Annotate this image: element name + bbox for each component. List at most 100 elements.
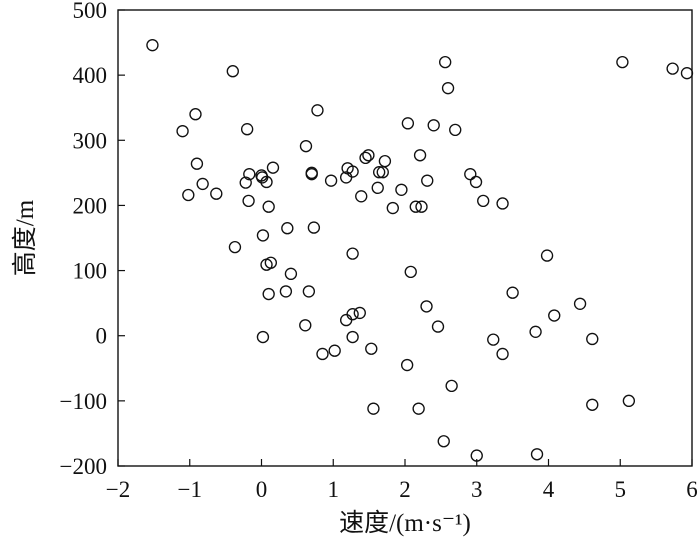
scatter-point (427, 119, 440, 132)
scatter-point (324, 174, 338, 187)
scatter-point (346, 330, 359, 344)
x-axis-label: 速度/(m·s⁻¹) (339, 509, 471, 537)
scatter-point (680, 67, 694, 80)
scatter-point (573, 297, 587, 310)
scatter-point (226, 65, 239, 78)
y-tick-label: 300 (73, 128, 108, 153)
scatter-point (305, 167, 318, 181)
scatter-point (299, 139, 313, 153)
scatter-point (400, 358, 414, 372)
scatter-point (262, 200, 275, 213)
scatter-point (496, 347, 509, 361)
scatter-point (404, 265, 417, 279)
y-tick-label: 0 (96, 324, 108, 349)
scatter-point (409, 200, 422, 213)
scatter-point (346, 247, 359, 260)
scatter-point (437, 435, 450, 448)
y-tick-label: 500 (73, 0, 108, 23)
x-tick-label: 5 (615, 477, 627, 502)
scatter-point (622, 394, 636, 408)
scatter-point (616, 55, 629, 69)
x-tick-label: 2 (399, 477, 411, 502)
scatter-point (353, 306, 366, 320)
scatter-point (346, 165, 359, 178)
y-tick-label: 100 (73, 259, 108, 284)
scatter-point (412, 402, 425, 415)
scatter-point (586, 398, 599, 411)
scatter-point (328, 344, 341, 357)
scatter-point (240, 123, 254, 136)
scatter-point (367, 402, 380, 415)
scatter-point (487, 333, 500, 346)
x-tick-label: 3 (471, 477, 483, 502)
scatter-point (449, 123, 462, 137)
scatter-point (477, 194, 490, 208)
scatter-point (210, 187, 223, 200)
x-tick-label: 1 (328, 477, 340, 502)
scatter-point (496, 197, 509, 210)
scatter-point (339, 313, 353, 327)
y-tick-label: −100 (60, 389, 107, 414)
scatter-point (228, 240, 242, 254)
scatter-point (302, 285, 316, 298)
scatter-point (548, 309, 561, 322)
scatter-point (243, 167, 256, 181)
x-tick-label: 6 (686, 477, 698, 502)
scatter-point (378, 154, 392, 168)
plot-area-frame (117, 9, 693, 467)
scatter-point (256, 330, 270, 344)
x-tick-label: −1 (178, 477, 202, 502)
scatter-point (299, 319, 312, 332)
scatter-point (540, 249, 554, 262)
x-tick-label: 4 (543, 477, 555, 502)
scatter-point (586, 332, 599, 346)
scatter-point (431, 320, 445, 333)
scatter-point (242, 194, 255, 208)
scatter-point (307, 221, 321, 234)
scatter-point (266, 161, 280, 174)
scatter-point (529, 325, 542, 338)
scatter-point (464, 167, 477, 181)
y-tick-label: 200 (73, 193, 108, 218)
scatter-point (190, 157, 204, 170)
scatter-point (284, 267, 298, 281)
scatter-point (239, 176, 252, 189)
scatter-point (311, 104, 324, 117)
x-tick-label: −2 (106, 477, 130, 502)
scatter-point (346, 308, 359, 321)
scatter-point (365, 342, 378, 355)
scatter-point (421, 174, 434, 187)
scatter-point (176, 124, 189, 138)
scatter-point (279, 285, 293, 298)
y-tick-label: −200 (60, 454, 107, 479)
scatter-point (362, 149, 375, 162)
scatter-point (182, 188, 195, 202)
scatter-point (355, 190, 368, 203)
scatter-point (146, 39, 159, 52)
scatter-point (469, 175, 483, 189)
scatter-point (256, 171, 269, 184)
scatter-point (281, 222, 294, 235)
scatter-point (506, 286, 519, 299)
scatter-point (264, 256, 278, 269)
scatter-point (415, 200, 428, 213)
scatter-point (316, 347, 329, 361)
scatter-point (530, 448, 544, 461)
scatter-point (401, 117, 415, 130)
scatter-point (262, 287, 275, 301)
scatter-point (196, 177, 209, 191)
scatter-point (256, 229, 270, 242)
scatter-point (395, 183, 408, 196)
scatter-point (372, 166, 386, 179)
y-tick-label: 400 (73, 63, 108, 88)
scatter-point (666, 62, 679, 75)
scatter-point (445, 379, 458, 393)
scatter-point (371, 181, 384, 195)
scatter-point (386, 201, 399, 215)
scatter-point (420, 300, 433, 313)
y-axis-label: 高度/m (11, 199, 39, 276)
scatter-point (441, 81, 455, 95)
scatter-point (260, 175, 273, 189)
scatter-point (189, 108, 202, 121)
